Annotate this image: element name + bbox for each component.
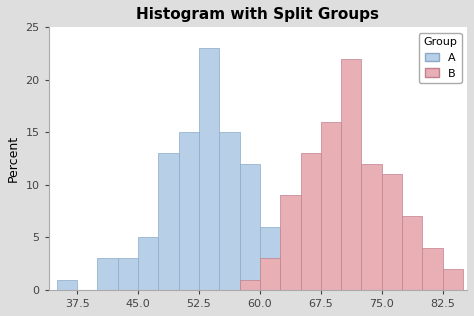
- Bar: [321, 122, 341, 290]
- Bar: [301, 153, 321, 290]
- Bar: [422, 248, 443, 290]
- Bar: [341, 59, 362, 290]
- Bar: [402, 216, 422, 290]
- Bar: [239, 164, 260, 290]
- Bar: [158, 153, 179, 290]
- Bar: [138, 238, 158, 290]
- Bar: [57, 280, 77, 290]
- Bar: [260, 258, 280, 290]
- Y-axis label: Percent: Percent: [7, 135, 20, 182]
- Bar: [362, 164, 382, 290]
- Bar: [280, 195, 301, 290]
- Bar: [118, 258, 138, 290]
- Bar: [199, 48, 219, 290]
- Bar: [179, 132, 199, 290]
- Bar: [219, 132, 239, 290]
- Bar: [382, 174, 402, 290]
- Legend: A, B: A, B: [419, 33, 462, 83]
- Bar: [443, 269, 463, 290]
- Title: Histogram with Split Groups: Histogram with Split Groups: [137, 7, 379, 22]
- Bar: [260, 227, 280, 290]
- Bar: [239, 280, 260, 290]
- Bar: [97, 258, 118, 290]
